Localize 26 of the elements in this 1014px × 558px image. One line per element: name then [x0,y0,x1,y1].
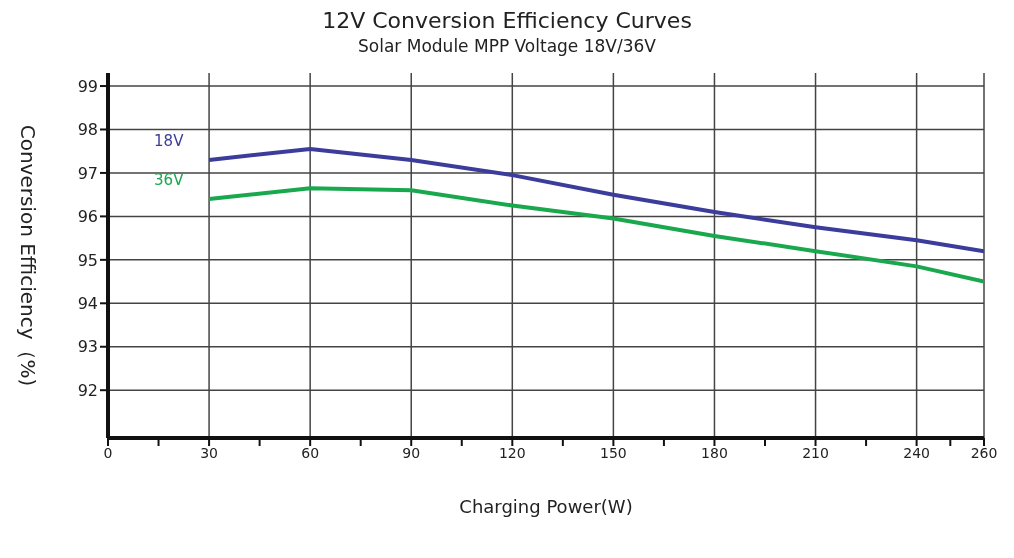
y-tick-label: 92 [77,380,98,400]
x-axis-title: Charging Power(W) [459,496,633,517]
line-series [207,147,984,254]
y-tick-label: 97 [77,163,98,183]
series-label: 18V [154,131,185,150]
chart-subtitle: Solar Module MPP Voltage 18V/36V [357,35,657,58]
x-tick-label: 260 [970,444,998,461]
y-tick-label: 94 [77,293,98,313]
x-tick-label: 210 [802,444,829,461]
chart-title: 12V Conversion Efficiency Curves [321,8,693,34]
y-axis-title: Conversion Efficiency（%) [15,124,40,387]
x-tick-label: 150 [600,444,627,461]
x-tick-label: 60 [301,444,320,461]
series-label: 36V [154,171,185,190]
y-tick-label: 98 [77,120,98,140]
x-tick-label: 120 [498,444,526,461]
y-tick-label: 93 [77,337,98,357]
y-tick-label: 99 [77,76,98,96]
y-tick-label: 95 [77,250,98,270]
x-tick-label: 180 [701,444,728,461]
x-tick-label: 30 [200,444,218,461]
x-tick-label: 240 [903,444,930,461]
x-tick-label: 90 [402,444,421,461]
y-tick-label: 96 [77,207,98,227]
line-series [207,186,984,284]
x-tick-label: 0 [103,444,113,461]
